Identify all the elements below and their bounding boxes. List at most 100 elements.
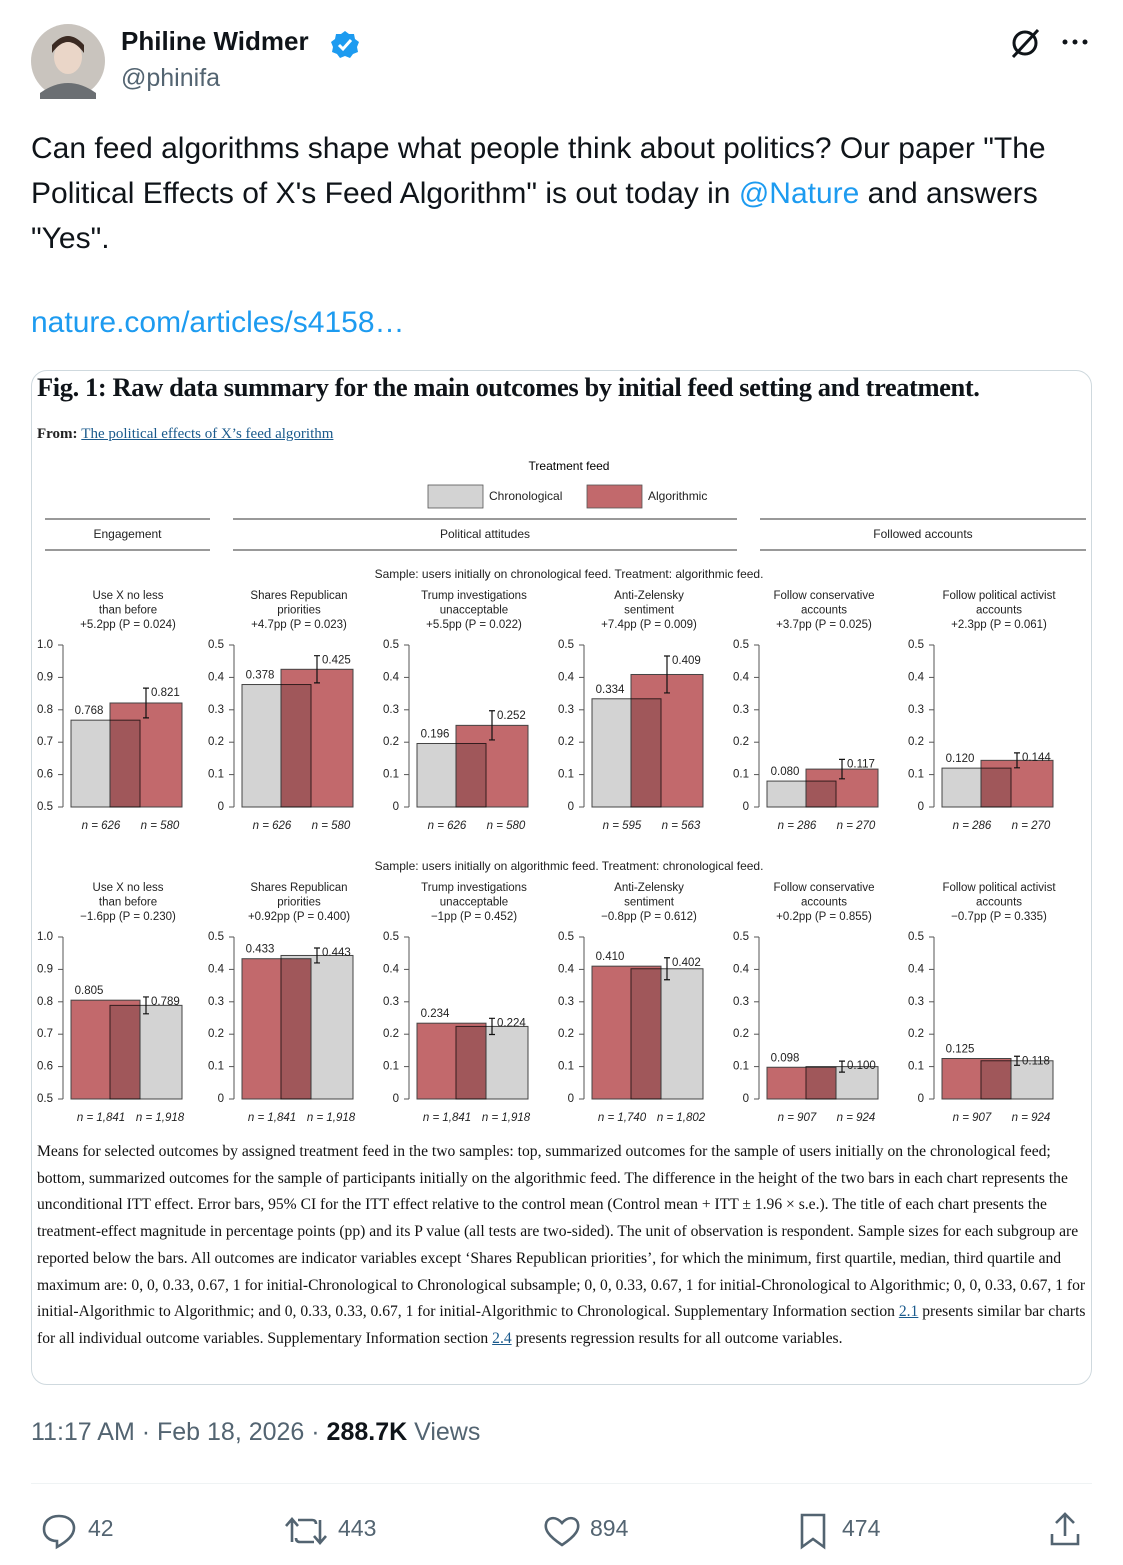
y-tick-label: 0.1 [908,1061,924,1073]
y-tick-label: 0.1 [558,769,574,781]
y-tick-label: 0.2 [908,736,924,748]
media-image[interactable] [31,370,1092,1385]
y-tick-label: 0.9 [37,963,53,975]
bar [805,1066,879,1100]
chart-title: Shares Republican [250,590,347,602]
chart-title: +2.3pp (P = 0.061) [951,619,1047,631]
chart-title: Anti-Zelensky [614,882,684,894]
chart-title: Anti-Zelensky [614,590,684,602]
caption-link[interactable]: 2.1 [898,1303,919,1321]
chart-title: Use X no less [93,590,164,602]
tweet-meta: 11:17 AM · Feb 18, 2026 · 288.7K Views [31,1418,480,1447]
x-tick-label: n = 580 [487,820,526,832]
bar [280,668,354,808]
value-label: 0.117 [847,758,875,770]
chart-title: unacceptable [440,605,508,617]
x-tick-label: n = 1,918 [482,1112,531,1124]
reply-count[interactable]: 42 [88,1515,114,1541]
y-tick-label: 0.9 [37,671,53,683]
y-tick-label: 0.3 [558,996,574,1008]
y-tick-label: 0.5 [208,639,224,651]
y-tick-label: 0.3 [208,996,224,1008]
value-label: 0.100 [847,1060,876,1072]
value-label: 0.443 [322,947,351,959]
timestamp[interactable]: 11:17 AM · Feb 18, 2026 · [31,1418,327,1446]
y-tick-label: 0.4 [383,671,400,683]
repost-icon[interactable] [284,1514,328,1548]
figure-source: From: The political effects of X’s feed … [37,426,333,443]
dot [1072,39,1078,45]
more-icon[interactable] [1060,36,1092,48]
mention[interactable]: @Nature [738,177,860,210]
share-icon[interactable] [1048,1510,1082,1548]
handle[interactable]: @phinifa [121,64,221,92]
row-header: Sample: users initially on chronological… [375,567,764,581]
grok-slash [1011,28,1040,59]
chart-title: Follow political activist [942,590,1056,602]
value-label: 0.125 [946,1044,975,1056]
avatar-hair [52,36,84,53]
y-tick-label: 0.3 [558,704,574,716]
group-header: Political attitudes [440,527,530,541]
avatar-shirt [40,83,96,99]
bar [280,954,354,1100]
group-header: Engagement [93,527,162,541]
caption-link[interactable]: 2.4 [492,1329,512,1347]
figure-caption: Means for selected outcomes by assigned … [37,1139,1087,1353]
grok-ring [1012,30,1038,56]
y-tick-label: 0.2 [558,1028,574,1040]
x-tick-label: n = 1,918 [136,1112,185,1124]
bookmark-count[interactable]: 474 [842,1515,881,1541]
y-tick-label: 0.2 [733,736,749,748]
error-bar [314,947,320,964]
error-bar [489,710,495,741]
y-tick-label: 0.4 [383,963,400,975]
x-tick-label: n = 286 [953,820,992,832]
x-tick-label: n = 1,802 [657,1112,706,1124]
repost-count[interactable]: 443 [338,1515,377,1541]
chart-title: than before [99,897,157,909]
x-tick-label: n = 1,841 [423,1112,471,1124]
chart-title: −0.7pp (P = 0.335) [951,911,1047,923]
figure-title: Fig. 1: Raw data summary for the main ou… [37,372,980,402]
y-tick-label: 0.1 [383,1061,399,1073]
dot [1082,39,1088,45]
error-bar [1014,1055,1020,1066]
bar [455,1025,529,1100]
display-name[interactable]: Philine Widmer [121,26,309,56]
bookmark-icon[interactable] [798,1512,828,1550]
y-tick-label: 0.1 [558,1061,574,1073]
source-link[interactable]: The political effects of X’s feed algori… [81,426,334,442]
like-shape [544,1516,580,1547]
value-label: 0.768 [75,705,104,717]
y-tick-label: 0.3 [733,704,749,716]
legend-title: Treatment feed [529,459,610,473]
value-label: 0.080 [771,766,800,778]
x-tick-label: n = 626 [253,820,292,832]
x-tick-label: n = 924 [837,1112,876,1124]
reply-icon[interactable] [40,1512,78,1550]
y-tick-label: 0.5 [908,639,924,651]
value-label: 0.196 [421,729,450,741]
text: Means for selected outcomes by assigned … [37,1143,1086,1321]
like-count[interactable]: 894 [590,1515,629,1541]
bar [630,968,704,1100]
y-tick-label: 0.4 [908,671,925,683]
y-tick-label: 0.3 [383,996,399,1008]
chart-title: Trump investigations [421,882,527,894]
separator [31,1483,1092,1484]
y-tick-label: 0.7 [37,736,53,748]
y-tick-label: 0 [568,1093,574,1105]
value-label: 0.098 [771,1052,800,1064]
y-tick-label: 0 [918,1093,924,1105]
y-tick-label: 0.5 [208,931,224,943]
like-icon[interactable] [543,1514,581,1548]
tweet-link[interactable]: nature.com/articles/s4158… [31,306,405,339]
grok-icon[interactable] [1008,26,1042,60]
error-bar [839,1060,845,1073]
error-bar [1014,752,1020,769]
chart-title: than before [99,605,157,617]
x-tick-label: n = 1,740 [598,1112,647,1124]
chart-title: accounts [976,605,1022,617]
avatar[interactable] [30,23,106,99]
